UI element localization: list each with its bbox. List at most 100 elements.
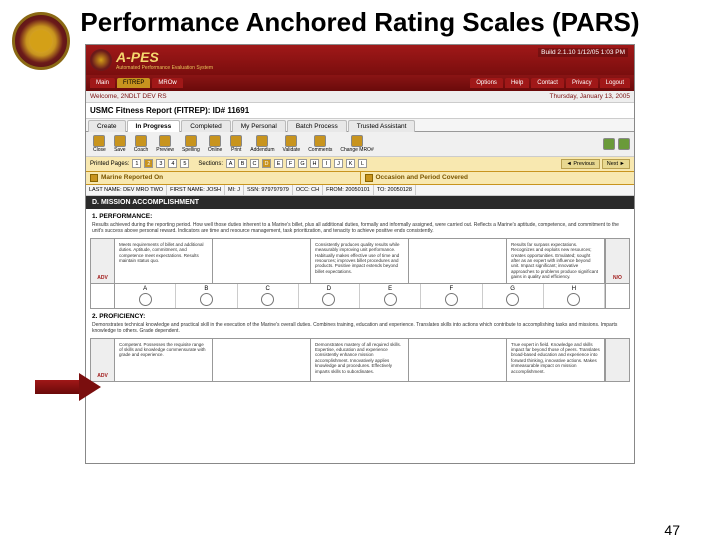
page-1[interactable]: 1 <box>132 159 141 168</box>
user-icon[interactable] <box>603 138 615 150</box>
perf-adv-label: ADV <box>91 239 115 283</box>
tb-print[interactable]: Print <box>227 134 245 154</box>
app-header: A-PES Automated Performance Evaluation S… <box>86 45 634 75</box>
sub-tabs: Create In Progress Completed My Personal… <box>86 119 634 132</box>
report-title: USMC Fitness Report (FITREP): ID# 11691 <box>86 103 634 119</box>
perf-rate-g: G <box>483 284 544 308</box>
save-icon <box>114 135 126 147</box>
perf-anchor-4 <box>409 239 507 283</box>
prof-anchor-5: True expert in field. Knowledge and skil… <box>507 339 605 381</box>
comments-icon <box>314 135 326 147</box>
sec-j[interactable]: J <box>334 159 343 168</box>
subtab-batch[interactable]: Batch Process <box>287 120 347 132</box>
tb-validate[interactable]: Validate <box>279 134 303 154</box>
prof-anchor-1: Competent. Possesses the requisite range… <box>115 339 213 381</box>
prof-anchor-3: Demonstrates mastery of all required ski… <box>311 339 409 381</box>
ssn: 979797979 <box>261 187 289 193</box>
apes-app-window: A-PES Automated Performance Evaluation S… <box>85 44 635 464</box>
from-date: 20050101 <box>345 187 369 193</box>
nav-link-contact[interactable]: Contact <box>531 78 564 88</box>
last-name: DEV MRO TWO <box>123 187 163 193</box>
page-2[interactable]: 2 <box>144 159 153 168</box>
perf-anchor-grid: ADV Meets requirements of billet and add… <box>90 238 630 284</box>
nav-tab-mrow[interactable]: MROw <box>152 78 182 88</box>
perf-rate-e: E <box>360 284 421 308</box>
online-icon <box>209 135 221 147</box>
sec-b[interactable]: B <box>238 159 247 168</box>
tb-close[interactable]: Close <box>90 134 109 154</box>
subtab-inprogress[interactable]: In Progress <box>127 120 181 132</box>
perf-radio-g[interactable] <box>506 293 519 306</box>
page-nav-bar: Printed Pages: 1 2 3 4 5 Sections: A B C… <box>86 157 634 172</box>
nav-link-help[interactable]: Help <box>505 78 529 88</box>
sec-f[interactable]: F <box>286 159 295 168</box>
perf-rating-row: A B C D E F G H <box>90 284 630 309</box>
sec-l[interactable]: L <box>358 159 367 168</box>
toolbar: Close Save Coach Preview Spelling Online… <box>86 132 634 157</box>
sec-a[interactable]: A <box>226 159 235 168</box>
preview-icon <box>159 135 171 147</box>
perf-radio-c[interactable] <box>261 293 274 306</box>
prev-button[interactable]: ◄ Previous <box>561 159 599 169</box>
perf-radio-f[interactable] <box>445 293 458 306</box>
tb-spelling[interactable]: Spelling <box>179 134 203 154</box>
perf-rate-d: D <box>299 284 360 308</box>
perf-radio-b[interactable] <box>200 293 213 306</box>
sec-i[interactable]: I <box>322 159 331 168</box>
prof-desc: Demonstrates technical knowledge and pra… <box>86 322 634 338</box>
current-date: Thursday, January 13, 2005 <box>550 93 630 100</box>
prof-anchor-4 <box>409 339 507 381</box>
validate-icon <box>285 135 297 147</box>
walk-icon[interactable] <box>618 138 630 150</box>
sections-label: Sections: <box>198 161 223 167</box>
tb-changemro[interactable]: Change MRO# <box>337 134 376 154</box>
mi: J <box>237 187 240 193</box>
tb-preview[interactable]: Preview <box>153 134 177 154</box>
perf-radio-a[interactable] <box>139 293 152 306</box>
usmc-seal-logo <box>12 12 70 70</box>
subtab-create[interactable]: Create <box>88 120 126 132</box>
nav-tab-main[interactable]: Main <box>90 78 115 88</box>
prof-title: 2. PROFICIENCY: <box>86 309 634 322</box>
tb-comments[interactable]: Comments <box>305 134 335 154</box>
subtab-mypersonal[interactable]: My Personal <box>232 120 286 132</box>
brand-subtitle: Automated Performance Evaluation System <box>116 65 213 71</box>
perf-radio-d[interactable] <box>322 293 335 306</box>
perf-rate-b: B <box>176 284 237 308</box>
close-icon <box>93 135 105 147</box>
section-d-header: D. MISSION ACCOMPLISHMENT <box>86 196 634 209</box>
sec-g[interactable]: G <box>298 159 307 168</box>
subtab-trusted[interactable]: Trusted Assistant <box>348 120 416 132</box>
tb-online[interactable]: Online <box>205 134 225 154</box>
perf-anchor-3: Consistently produces quality results wh… <box>311 239 409 283</box>
occ: CH <box>311 187 319 193</box>
page-4[interactable]: 4 <box>168 159 177 168</box>
perf-anchor-1: Meets requirements of billet and additio… <box>115 239 213 283</box>
sec-e[interactable]: E <box>274 159 283 168</box>
nav-tab-fitrep[interactable]: FITREP <box>117 78 150 88</box>
page-5[interactable]: 5 <box>180 159 189 168</box>
tb-addendum[interactable]: Addendum <box>247 134 277 154</box>
next-button[interactable]: Next ► <box>602 159 630 169</box>
first-name: JOSH <box>206 187 221 193</box>
welcome-bar: Welcome, 2NDLT DEV RS Thursday, January … <box>86 91 634 103</box>
column-headers: Marine Reported On Occasion and Period C… <box>86 172 634 185</box>
perf-radio-h[interactable] <box>567 293 580 306</box>
sec-k[interactable]: K <box>346 159 355 168</box>
nav-link-logout[interactable]: Logout <box>600 78 630 88</box>
sec-d[interactable]: D <box>262 159 271 168</box>
page-3[interactable]: 3 <box>156 159 165 168</box>
sec-h[interactable]: H <box>310 159 319 168</box>
nav-link-options[interactable]: Options <box>470 78 503 88</box>
print-icon <box>230 135 242 147</box>
nav-link-privacy[interactable]: Privacy <box>566 78 598 88</box>
sec-c[interactable]: C <box>250 159 259 168</box>
spelling-icon <box>185 135 197 147</box>
tb-save[interactable]: Save <box>111 134 129 154</box>
perf-desc: Results achieved during the reporting pe… <box>86 222 634 238</box>
addendum-icon <box>256 135 268 147</box>
tb-coach[interactable]: Coach <box>131 134 151 154</box>
subtab-completed[interactable]: Completed <box>181 120 230 132</box>
col-hdr-occasion: Occasion and Period Covered <box>376 174 468 181</box>
perf-radio-e[interactable] <box>384 293 397 306</box>
